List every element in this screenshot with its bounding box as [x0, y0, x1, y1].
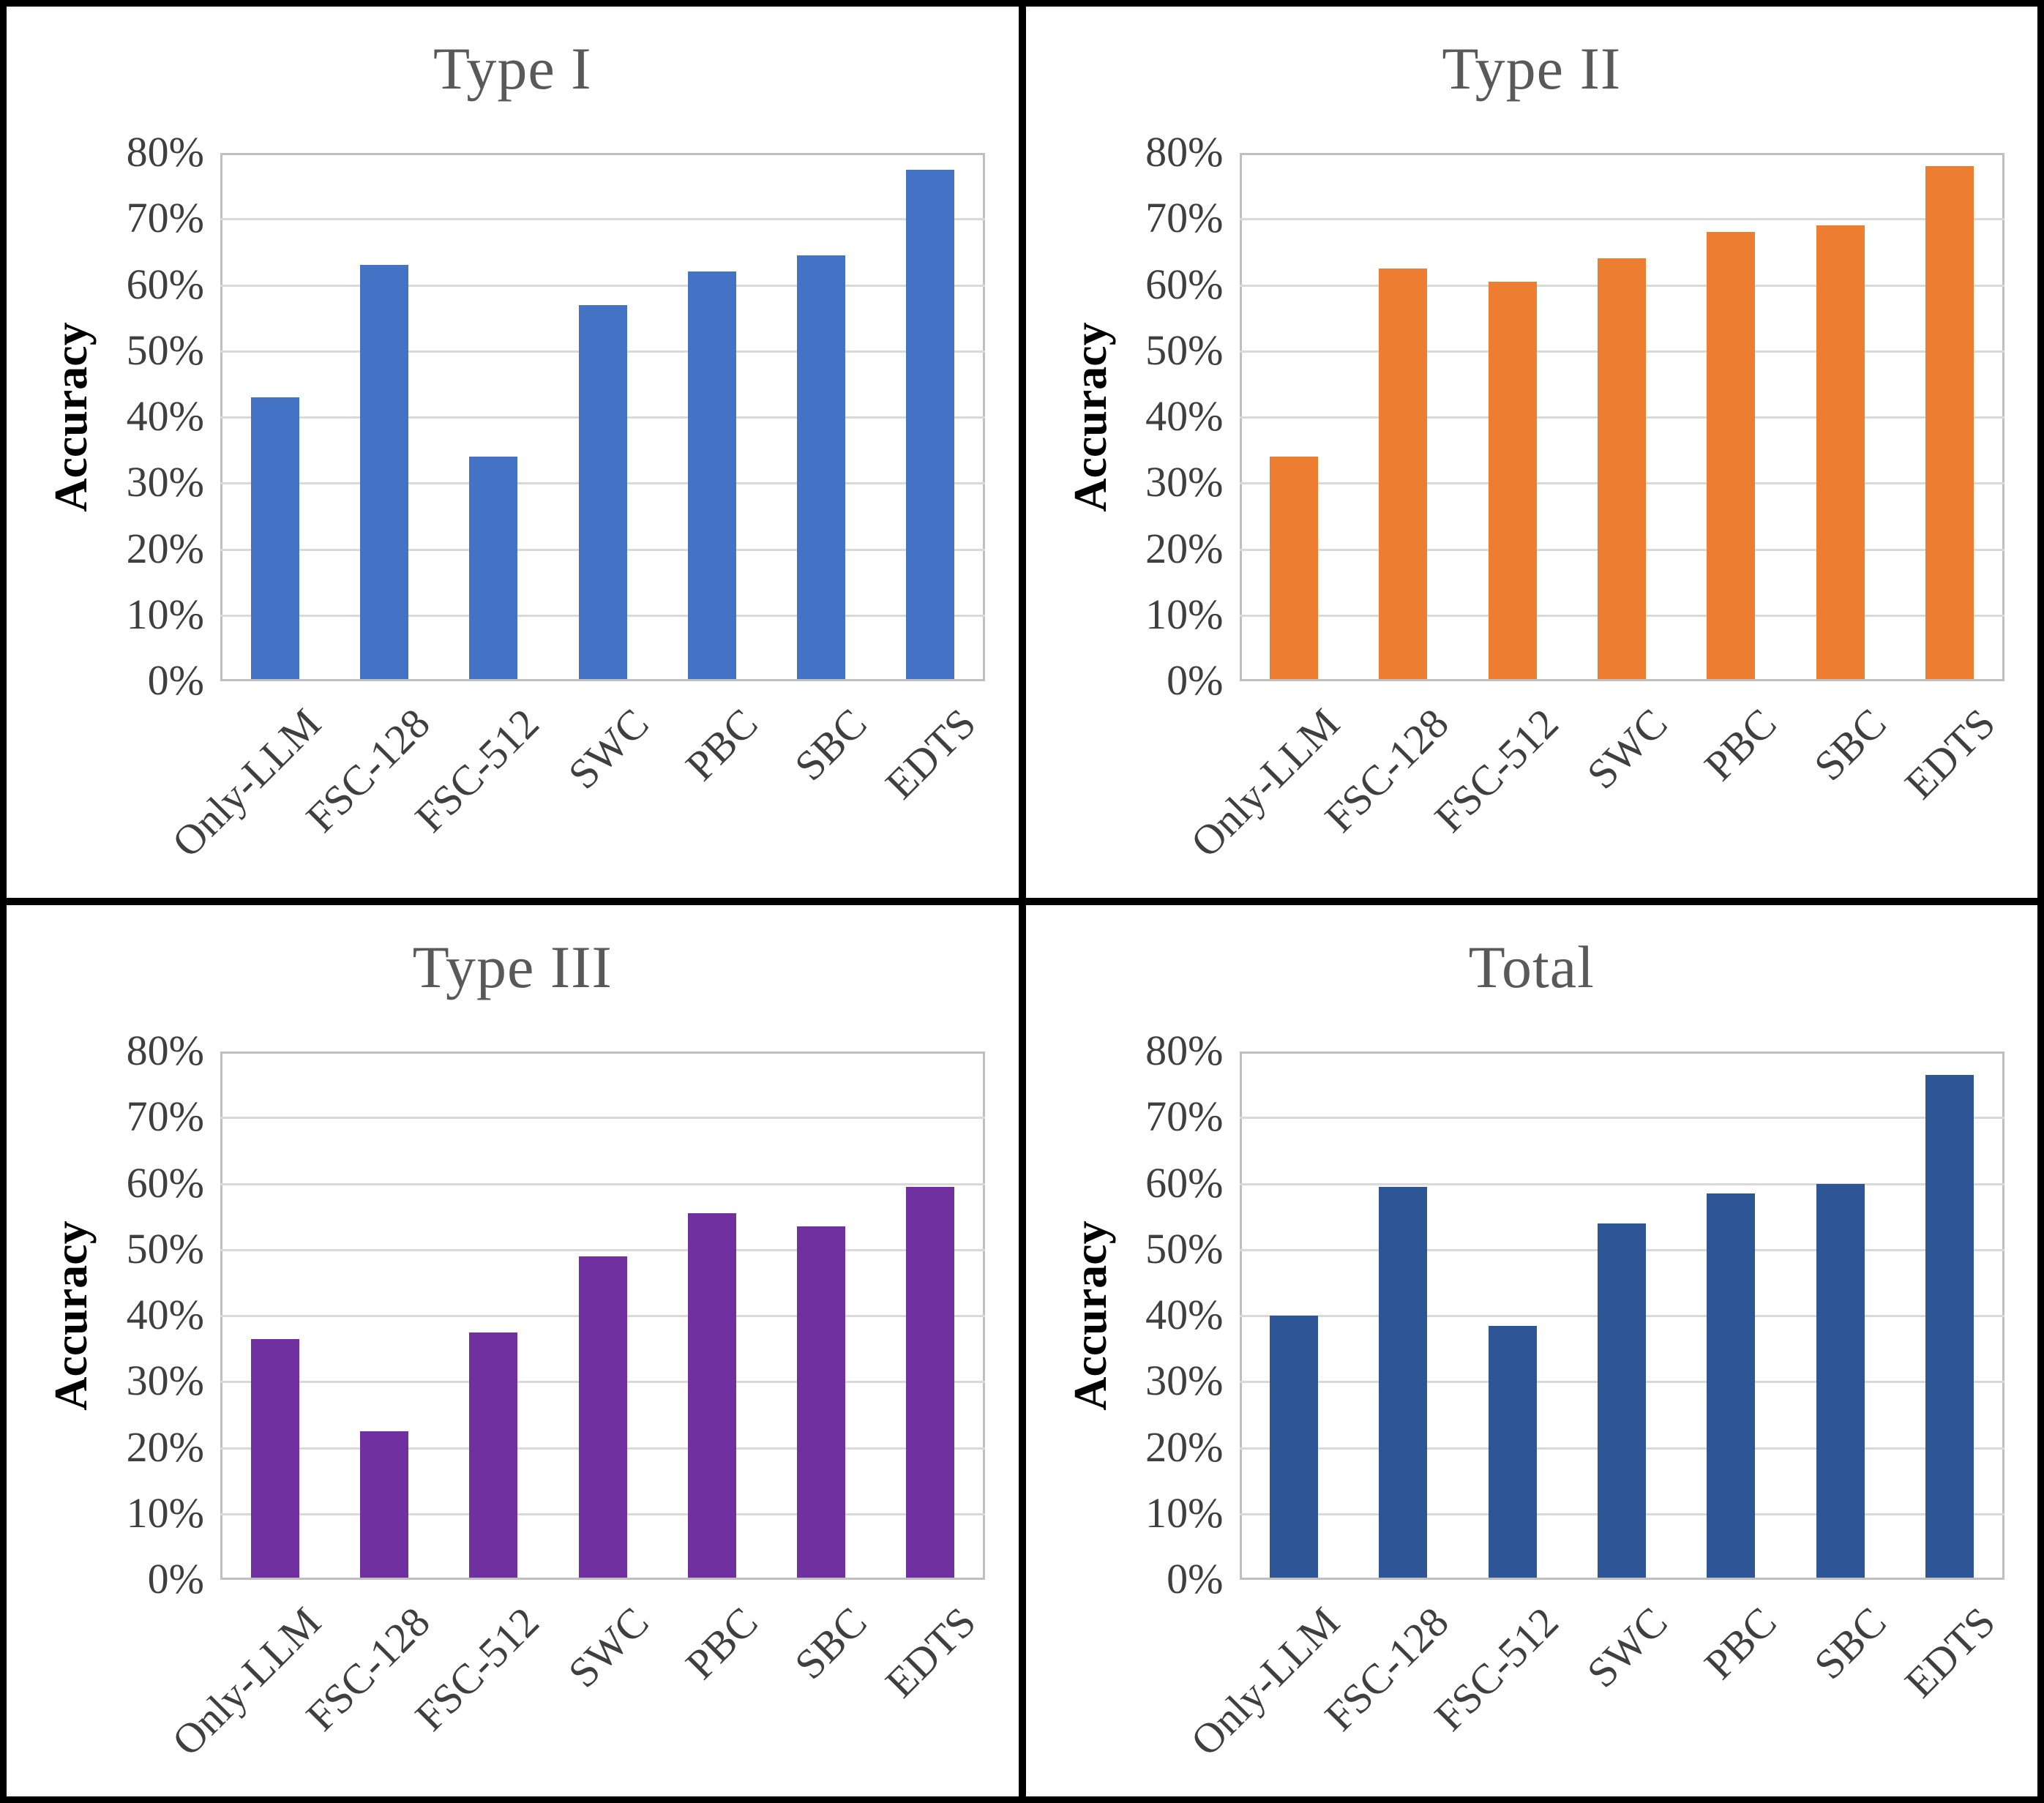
gridline-50 — [220, 1248, 985, 1251]
y-tick-label: 60% — [126, 260, 204, 308]
y-tick-label: 20% — [1145, 524, 1224, 572]
y-tick-label: 30% — [1145, 458, 1224, 506]
gridline-60 — [220, 1182, 985, 1185]
bar-PBC — [1707, 1193, 1756, 1578]
bar-Only-LLM — [250, 397, 299, 679]
bar-FSC-512 — [469, 1332, 518, 1578]
chart-panel-total: Total 0% 10% 20% 30% 40% 50% 60% 70% 80% Accuracy… — [1025, 905, 2037, 1796]
bar-PBC — [687, 271, 736, 679]
y-tick-label: 60% — [126, 1158, 204, 1207]
y-tick-label: 60% — [1145, 260, 1224, 308]
y-tick-label: 70% — [126, 194, 204, 242]
y-tick-label: 80% — [1145, 128, 1224, 176]
gridline-60 — [220, 284, 985, 287]
y-axis-label: Accuracy — [1063, 322, 1116, 512]
bar-PBC — [1707, 232, 1756, 679]
gridline-70 — [1239, 1117, 2004, 1120]
y-tick-label: 70% — [126, 1092, 204, 1141]
chart-title-type-iii: Type III — [412, 934, 613, 1000]
bar-FSC-128 — [1379, 268, 1428, 679]
y-tick-label: 10% — [1145, 1488, 1224, 1537]
y-tick-label: 40% — [1145, 392, 1224, 440]
chart-panel-type-i: Type I 0% 10% 20% 30% 40% 50% 60% 70% 80% Accurac… — [7, 7, 1019, 898]
y-tick-label: 20% — [126, 524, 204, 572]
bar-Only-LLM — [1270, 1316, 1319, 1578]
bar-FSC-512 — [469, 457, 518, 679]
y-tick-label: 30% — [1145, 1357, 1224, 1405]
gridline-70 — [220, 1117, 985, 1120]
bar-SBC — [797, 1226, 846, 1578]
bar-EDTS — [906, 1187, 955, 1578]
bar-SWC — [1598, 258, 1646, 679]
y-tick-label: 50% — [126, 326, 204, 374]
chart-panel-type-ii: Type II 0% 10% 20% 30% 40% 50% 60% 70% 80% Accura… — [1025, 7, 2037, 898]
bar-FSC-128 — [359, 265, 408, 679]
bar-FSC-512 — [1488, 281, 1537, 679]
y-tick-label: 30% — [126, 458, 204, 506]
y-axis-label: Accuracy — [1063, 1221, 1116, 1411]
chart-title-total: Total — [1468, 934, 1595, 1000]
gridline-70 — [1239, 218, 2004, 221]
y-tick-label: 0% — [1167, 656, 1224, 704]
chart-title-type-i: Type I — [433, 35, 592, 102]
bar-SBC — [1816, 225, 1865, 679]
bar-Only-LLM — [250, 1338, 299, 1578]
y-tick-label: 50% — [126, 1224, 204, 1272]
y-tick-label: 0% — [147, 1555, 204, 1603]
y-tick-label: 70% — [1145, 1092, 1224, 1141]
y-axis-label: Accuracy — [45, 322, 97, 512]
y-tick-label: 40% — [1145, 1291, 1224, 1338]
y-tick-label: 80% — [126, 1027, 204, 1074]
y-tick-label: 50% — [1145, 1224, 1224, 1272]
bar-Only-LLM — [1270, 457, 1319, 679]
y-tick-label: 20% — [1145, 1422, 1224, 1471]
gridline-70 — [220, 218, 985, 221]
y-axis-label: Accuracy — [45, 1221, 97, 1411]
y-tick-label: 0% — [1167, 1555, 1224, 1603]
y-tick-label: 60% — [1145, 1158, 1224, 1207]
bar-FSC-512 — [1488, 1325, 1537, 1578]
chart-title-type-ii: Type II — [1442, 35, 1622, 102]
y-tick-label: 30% — [126, 1357, 204, 1405]
bar-EDTS — [1925, 166, 1974, 679]
y-tick-label: 10% — [126, 590, 204, 638]
y-tick-label: 40% — [126, 392, 204, 440]
y-tick-label: 20% — [126, 1422, 204, 1471]
chart-panel-type-iii: Type III 0% 10% 20% 30% 40% 50% 60% 70% 80% Accur… — [7, 905, 1019, 1796]
bar-PBC — [687, 1213, 736, 1578]
bar-SBC — [1816, 1183, 1865, 1578]
y-tick-label: 40% — [126, 1291, 204, 1338]
y-tick-label: 50% — [1145, 326, 1224, 374]
y-tick-label: 80% — [126, 128, 204, 176]
bar-FSC-128 — [359, 1431, 408, 1578]
bar-SBC — [797, 255, 846, 679]
y-tick-label: 10% — [1145, 590, 1224, 638]
bar-EDTS — [1925, 1074, 1974, 1578]
y-tick-label: 80% — [1145, 1027, 1224, 1074]
gridline-60 — [1239, 1182, 2004, 1185]
bar-EDTS — [906, 169, 955, 679]
y-tick-label: 0% — [147, 656, 204, 704]
y-tick-label: 10% — [126, 1488, 204, 1537]
y-tick-label: 70% — [1145, 194, 1224, 242]
bar-SWC — [1598, 1223, 1646, 1578]
bar-SWC — [578, 1256, 627, 1578]
bar-SWC — [578, 304, 627, 679]
bar-FSC-128 — [1379, 1187, 1428, 1578]
